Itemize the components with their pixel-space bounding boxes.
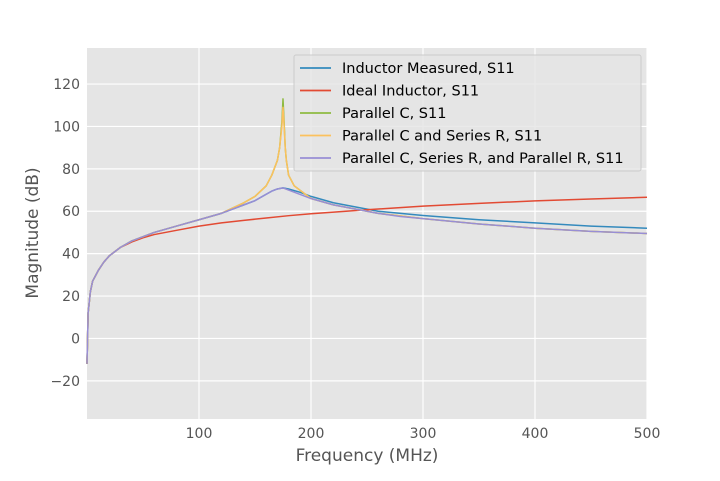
legend-label-2: Parallel C, S11 — [342, 106, 446, 122]
y-tick-label: −20 — [50, 374, 80, 390]
legend-label-0: Inductor Measured, S11 — [342, 61, 515, 77]
legend-entries: Inductor Measured, S11 Ideal Inductor, S1… — [300, 61, 624, 167]
x-tick-label: 300 — [410, 426, 437, 442]
legend-label-4: Parallel C, Series R, and Parallel R, S1… — [342, 151, 624, 167]
x-axis-label: Frequency (MHz) — [296, 446, 439, 466]
y-tick-label: 0 — [71, 331, 80, 347]
series-line-4 — [86, 187, 648, 364]
y-tick-label: 120 — [53, 77, 80, 93]
y-tick-label: 40 — [62, 247, 80, 263]
legend-label-1: Ideal Inductor, S11 — [342, 84, 479, 100]
legend-label-3: Parallel C and Series R, S11 — [342, 129, 542, 145]
x-axis-ticks: 100 200 300 400 500 — [186, 426, 661, 442]
y-tick-label: 60 — [62, 204, 80, 220]
y-axis-ticks: −20 0 20 40 60 80 100 120 — [50, 77, 80, 390]
x-tick-label: 100 — [186, 426, 213, 442]
y-axis-label: Magnitude (dB) — [23, 167, 43, 298]
y-tick-label: 80 — [62, 162, 80, 178]
x-tick-label: 500 — [634, 426, 661, 442]
y-tick-label: 100 — [53, 119, 80, 135]
series-lines — [86, 98, 648, 364]
legend: Inductor Measured, S11 Ideal Inductor, S1… — [293, 54, 642, 172]
y-tick-label: 20 — [62, 289, 80, 305]
legend-box — [293, 54, 642, 172]
x-tick-label: 200 — [298, 426, 325, 442]
x-tick-label: 400 — [522, 426, 549, 442]
